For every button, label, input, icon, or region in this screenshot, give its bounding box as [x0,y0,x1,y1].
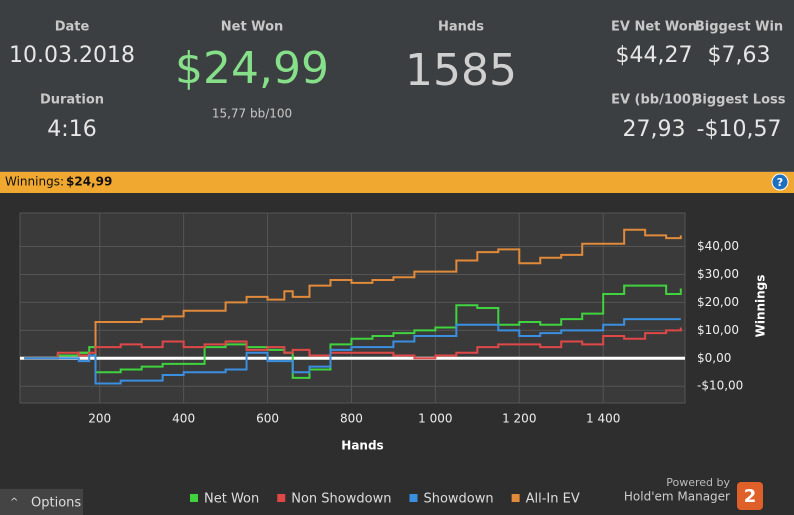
brand: Hold'em Manager [624,490,730,504]
series-line [24,284,682,379]
legend-swatch [277,494,286,502]
help-icon[interactable]: ? [777,176,783,189]
banner-label: Winnings: [5,175,64,189]
legend-label: Non Showdown [291,492,391,507]
x-tick-label: 200 [88,412,111,426]
stat-value: 10.03.2018 [9,43,135,68]
stat-value: -$10,57 [697,117,782,142]
logo [737,482,763,510]
stat-label: EV Net Won [611,20,697,35]
x-tick-label: 400 [172,412,195,426]
legend-label: All-In EV [526,492,580,507]
stat-value: $44,27 [616,43,693,68]
stat-label: Date [55,20,90,35]
y-tick-label: $20,00 [697,295,739,309]
options-button[interactable] [0,489,83,515]
help-button[interactable] [771,173,789,191]
stat-label: Biggest Win [695,20,783,35]
bb100: 15,77 bb/100 [212,107,292,121]
legend-label: Net Won [204,492,259,507]
stat-value: 27,93 [623,117,686,142]
y-tick-label: $40,00 [697,239,739,253]
hands-value: 1585 [405,45,517,96]
stat-label: Hands [438,20,484,35]
y-tick-label: $0,00 [697,351,731,365]
stat-label: Duration [40,93,104,108]
x-axis-label: Hands [341,439,383,453]
stat-value: 4:16 [47,117,96,142]
x-tick-label: 1 400 [586,412,620,426]
stat-label: EV (bb/100) [611,93,697,108]
stats-panel [0,0,794,171]
y-axis-label: Winnings [754,275,768,338]
x-tick-label: 800 [340,412,363,426]
stat-label: Net Won [221,20,284,35]
legend-swatch [409,494,418,502]
banner-value: $24,99 [66,175,112,189]
y-tick-label: -$10,00 [697,379,743,393]
x-tick-label: 1 000 [418,412,452,426]
series-line [24,318,681,385]
options-label[interactable]: Options [31,496,81,511]
banner [0,172,794,193]
legend-swatch [190,494,198,502]
y-tick-label: $10,00 [697,323,739,337]
legend-swatch [511,494,520,502]
series-line [24,228,682,360]
x-tick-label: 1 200 [502,412,536,426]
net-won-value: $24,99 [175,43,329,94]
x-tick-label: 600 [256,412,279,426]
powered-by: Powered by [666,476,730,489]
logo-text: 2 [744,486,757,507]
y-tick-label: $30,00 [697,267,739,281]
divider [0,171,794,172]
stat-label: Biggest Loss [693,93,786,108]
legend-label: Showdown [423,492,493,507]
stat-value: $7,63 [708,43,771,68]
plot-area [19,212,686,404]
options-caret[interactable]: ^ [10,497,18,508]
